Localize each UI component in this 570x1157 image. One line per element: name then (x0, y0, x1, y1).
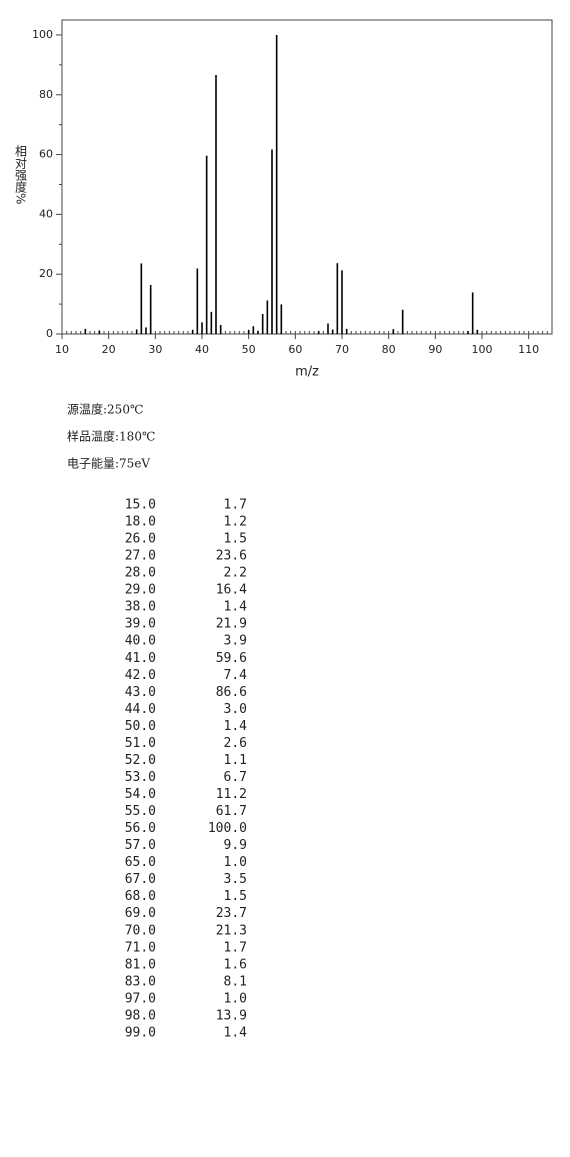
x-tick-label: 30 (148, 343, 162, 356)
x-tick-label: 60 (288, 343, 302, 356)
x-tick-label: 110 (518, 343, 539, 356)
table-cell: 26.0 (125, 532, 156, 547)
table-cell: 39.0 (125, 617, 156, 632)
table-cell: 65.0 (125, 855, 156, 870)
x-tick-label: 90 (428, 343, 442, 356)
table-cell: 56.0 (125, 821, 156, 836)
y-tick-label: 80 (39, 88, 53, 101)
table-cell: 59.6 (216, 651, 247, 666)
table-cell: 1.2 (224, 515, 247, 530)
table-cell: 54.0 (125, 787, 156, 802)
table-cell: 38.0 (125, 600, 156, 615)
table-cell: 8.1 (224, 974, 247, 989)
x-tick-label: 70 (335, 343, 349, 356)
table-cell: 2.6 (224, 736, 247, 751)
table-cell: 68.0 (125, 889, 156, 904)
plot-frame (61, 19, 553, 335)
table-cell: 42.0 (125, 668, 156, 683)
table-cell: 21.3 (216, 923, 247, 938)
table-cell: 51.0 (125, 736, 156, 751)
info-line: 样品温度:180℃ (67, 429, 155, 444)
table-cell: 28.0 (125, 566, 156, 581)
table-cell: 1.4 (224, 719, 248, 734)
table-cell: 43.0 (125, 685, 156, 700)
table-cell: 29.0 (125, 583, 156, 598)
y-tick-label: 20 (39, 267, 53, 280)
table-cell: 1.0 (224, 991, 247, 1006)
table-cell: 81.0 (125, 957, 156, 972)
x-tick-label: 20 (102, 343, 116, 356)
table-cell: 1.4 (224, 600, 248, 615)
table-cell: 83.0 (125, 974, 156, 989)
table-cell: 1.0 (224, 855, 247, 870)
table-cell: 86.6 (216, 685, 247, 700)
y-tick-label: 40 (39, 207, 53, 220)
table-cell: 69.0 (125, 906, 156, 921)
y-tick-label: 60 (39, 148, 53, 161)
table-cell: 99.0 (125, 1025, 156, 1040)
table-cell: 1.1 (224, 753, 247, 768)
table-cell: 41.0 (125, 651, 156, 666)
x-tick-label: 50 (242, 343, 256, 356)
table-cell: 11.2 (216, 787, 247, 802)
y-tick-label: 100 (32, 28, 53, 41)
table-cell: 61.7 (216, 804, 247, 819)
table-cell: 57.0 (125, 838, 156, 853)
table-cell: 97.0 (125, 991, 156, 1006)
table-cell: 100.0 (208, 821, 247, 836)
table-cell: 13.9 (216, 1008, 247, 1023)
table-cell: 21.9 (216, 617, 247, 632)
table-cell: 3.0 (224, 702, 247, 717)
table-cell: 6.7 (224, 770, 247, 785)
table-cell: 71.0 (125, 940, 156, 955)
x-tick-label: 10 (55, 343, 69, 356)
table-cell: 1.7 (224, 940, 247, 955)
table-cell: 1.4 (224, 1025, 248, 1040)
x-tick-label: 100 (472, 343, 493, 356)
x-axis-label: m/z (295, 365, 319, 380)
table-cell: 55.0 (125, 804, 156, 819)
table-cell: 23.7 (216, 906, 247, 921)
table-cell: 53.0 (125, 770, 156, 785)
x-tick-label: 80 (382, 343, 396, 356)
table-cell: 98.0 (125, 1008, 156, 1023)
table-cell: 2.2 (224, 566, 247, 581)
table-cell: 3.5 (224, 872, 247, 887)
table-cell: 7.4 (224, 668, 248, 683)
table-cell: 50.0 (125, 719, 156, 734)
table-cell: 9.9 (224, 838, 247, 853)
table-cell: 40.0 (125, 634, 156, 649)
table-cell: 23.6 (216, 549, 247, 564)
table-cell: 16.4 (216, 583, 247, 598)
table-cell: 70.0 (125, 923, 156, 938)
table-cell: 3.9 (224, 634, 247, 649)
table-cell: 1.5 (224, 532, 247, 547)
table-cell: 1.7 (224, 498, 247, 513)
table-cell: 27.0 (125, 549, 156, 564)
table-cell: 18.0 (125, 515, 156, 530)
info-line: 电子能量:75eV (67, 457, 150, 471)
table-cell: 1.6 (224, 957, 247, 972)
table-cell: 67.0 (125, 872, 156, 887)
y-tick-label: 0 (46, 327, 53, 340)
table-cell: 44.0 (125, 702, 156, 717)
table-cell: 1.5 (224, 889, 247, 904)
table-cell: 52.0 (125, 753, 156, 768)
table-cell: 15.0 (125, 498, 156, 513)
x-tick-label: 40 (195, 343, 209, 356)
info-line: 源温度:250℃ (67, 402, 143, 417)
y-axis-label: 相对强度% (14, 145, 28, 205)
